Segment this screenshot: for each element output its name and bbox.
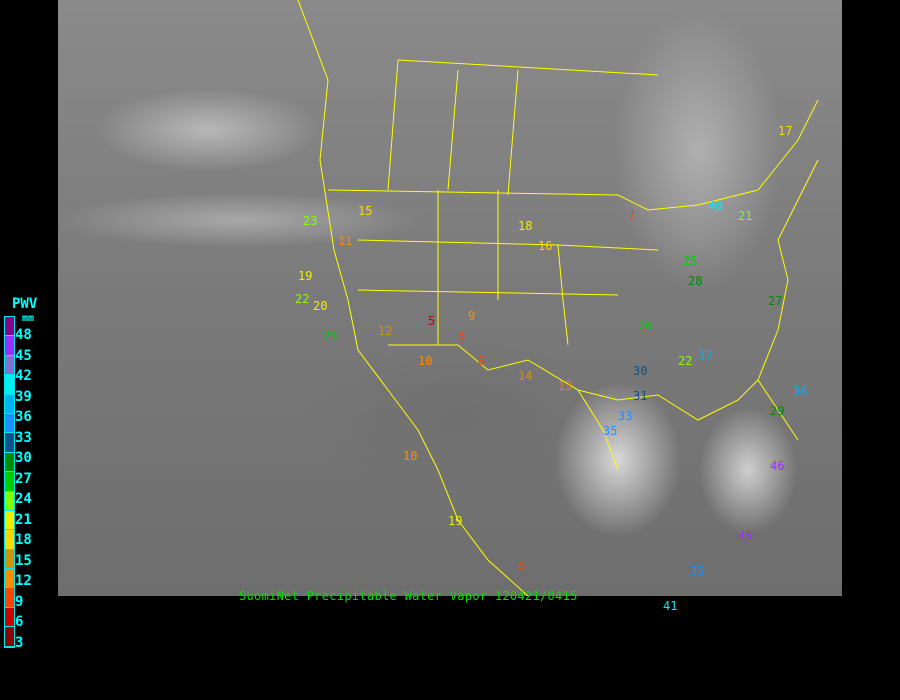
legend-swatch <box>5 530 14 550</box>
legend-title: PWV <box>12 296 38 312</box>
station-pwv-value: 24 <box>323 329 338 343</box>
satellite-map[interactable]: 17 23 19 22 20 24 25 11 15 16 12 9 10 8 5 6 7 13 14 18 26 28 2… <box>58 0 842 612</box>
legend-label: 45 <box>15 347 32 364</box>
station-pwv-value: 22 <box>678 354 693 368</box>
atlantic-coast <box>757 159 819 381</box>
legend-label: 27 <box>15 470 32 487</box>
legend-label: 39 <box>15 388 32 405</box>
station-pwv-value: 26 <box>638 319 653 333</box>
legend-swatch <box>5 510 14 531</box>
state-borders <box>357 190 659 346</box>
legend-label: 30 <box>15 450 32 466</box>
legend-swatch <box>5 317 14 337</box>
station-pwv-value: 19 <box>448 514 463 528</box>
legend-label: 6 <box>15 614 24 630</box>
legend-swatch <box>5 394 14 414</box>
station-pwv-value: 6 <box>458 329 466 343</box>
station-pwv-value: 45 <box>738 529 753 543</box>
station-pwv-value: 40 <box>708 199 723 213</box>
station-pwv-value: 13 <box>558 379 573 393</box>
legend-swatch <box>5 627 14 647</box>
station-pwv-value: 19 <box>298 269 313 283</box>
station-pwv-value: 18 <box>518 219 533 233</box>
station-pwv-value: 46 <box>770 459 785 473</box>
pwv-legend: PWV mm 48 45 42 39 36 33 30 27 24 21 18 15 12 9 6 3 <box>0 292 60 672</box>
station-pwv-value: 31 <box>633 389 648 403</box>
station-pwv-value: 21 <box>738 209 753 223</box>
legend-swatch <box>5 433 14 453</box>
station-pwv-value: 7 <box>628 209 636 223</box>
station-pwv-value: 27 <box>768 294 783 308</box>
legend-swatch <box>5 588 14 608</box>
pacific-coastline <box>297 0 529 596</box>
station-pwv-value: 10 <box>418 354 433 368</box>
station-pwv-value: 20 <box>313 299 328 313</box>
station-pwv-value: 8 <box>478 354 486 368</box>
gulf-coast <box>577 379 799 441</box>
station-pwv-value: 30 <box>633 364 648 378</box>
station-pwv-value: 35 <box>690 564 705 578</box>
station-pwv-value: 37 <box>698 349 713 363</box>
legend-swatch <box>5 413 14 434</box>
station-pwv-value: 11 <box>338 234 353 248</box>
station-pwv-value: 16 <box>538 239 553 253</box>
us-mexico-border <box>388 344 619 471</box>
legend-label: 9 <box>15 593 24 610</box>
station-pwv-value: 9 <box>468 309 476 323</box>
legend-swatch <box>5 336 14 356</box>
legend-label: 12 <box>15 573 32 589</box>
station-pwv-value: 36 <box>793 384 808 398</box>
boundary-lines <box>297 0 819 596</box>
legend-swatch <box>5 472 14 492</box>
legend-label: 48 <box>15 327 32 343</box>
legend-label: 42 <box>15 368 32 384</box>
legend-swatch <box>5 549 14 570</box>
station-pwv-value: 6 <box>518 559 526 573</box>
map-caption: SuomiNet Precipitable Water Vapor 120421… <box>239 589 578 603</box>
legend-swatch <box>5 607 14 628</box>
legend-color-bar <box>4 316 15 648</box>
legend-swatch <box>5 569 14 589</box>
station-pwv-value: 17 <box>778 124 793 138</box>
station-pwv-value: 14 <box>518 369 533 383</box>
legend-label: 18 <box>15 532 32 548</box>
station-pwv-value: 22 <box>295 292 310 306</box>
station-pwv-value: 10 <box>403 449 418 463</box>
province-borders <box>387 59 659 196</box>
station-pwv-value: 41 <box>663 599 678 613</box>
legend-swatch <box>5 375 14 395</box>
station-pwv-value: 28 <box>688 274 703 288</box>
station-pwv-value: 35 <box>603 424 618 438</box>
station-pwv-value: 29 <box>770 404 785 418</box>
legend-label: 15 <box>15 552 32 569</box>
us-canada-border <box>327 99 819 211</box>
legend-label: 36 <box>15 409 32 425</box>
legend-label: 33 <box>15 429 32 446</box>
legend-swatch <box>5 491 14 511</box>
station-pwv-value: 12 <box>378 324 393 338</box>
legend-swatch <box>5 355 14 376</box>
legend-swatch <box>5 452 14 473</box>
station-pwv-value: 23 <box>303 214 318 228</box>
station-pwv-value: 25 <box>683 254 698 268</box>
station-pwv-value: 33 <box>618 409 633 423</box>
station-pwv-value: 5 <box>428 314 436 328</box>
station-pwv-value: 15 <box>358 204 373 218</box>
legend-label: 3 <box>15 634 24 651</box>
legend-label: 24 <box>15 491 32 507</box>
legend-label: 21 <box>15 511 32 528</box>
legend-unit: mm <box>22 313 35 324</box>
